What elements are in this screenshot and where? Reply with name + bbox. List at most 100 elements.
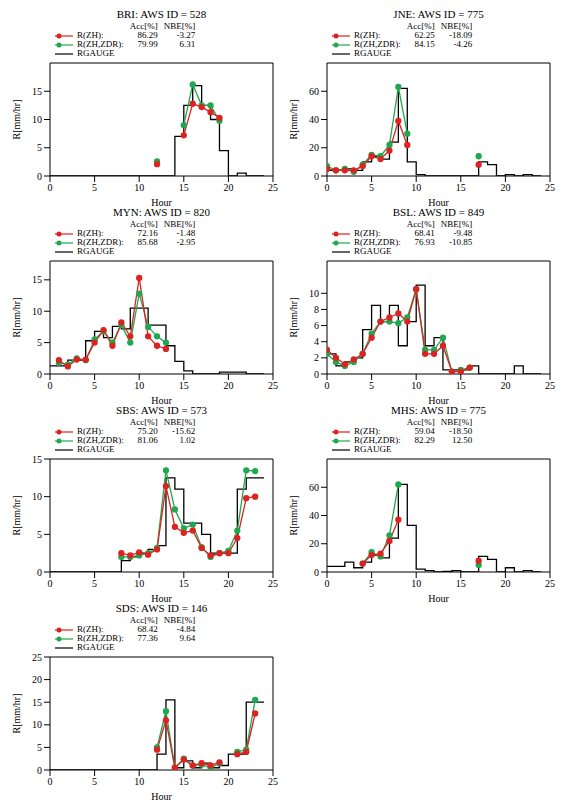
svg-text:5: 5 — [37, 142, 42, 153]
svg-text:10: 10 — [411, 578, 421, 589]
html-text:MYN: AWS ID = 820: MYN: AWS ID = 820 — [113, 206, 210, 218]
svg-text:25: 25 — [268, 578, 278, 589]
svg-text:20: 20 — [309, 142, 319, 153]
svg-text:10: 10 — [309, 288, 319, 299]
svg-text:0: 0 — [314, 369, 319, 380]
svg-text:10: 10 — [134, 182, 144, 193]
svg-text:20: 20 — [309, 538, 319, 549]
svg-text:0: 0 — [48, 380, 53, 391]
svg-text:15: 15 — [456, 182, 466, 193]
svg-text:20: 20 — [500, 380, 510, 391]
svg-text:R[mm/hr]: R[mm/hr] — [288, 100, 299, 140]
svg-text:20: 20 — [32, 674, 42, 685]
html-text:MHS: AWS ID = 775: MHS: AWS ID = 775 — [390, 404, 487, 416]
svg-text:Hour: Hour — [151, 791, 172, 800]
html-text:86.29: 86.29 — [137, 30, 158, 40]
svg-text:15: 15 — [179, 182, 189, 193]
svg-text:6: 6 — [314, 320, 319, 331]
svg-text:15: 15 — [32, 454, 42, 465]
svg-text:0: 0 — [48, 776, 53, 787]
html-text:SBS: AWS ID = 573: SBS: AWS ID = 573 — [116, 404, 207, 416]
svg-text:20: 20 — [223, 380, 233, 391]
svg-text:5: 5 — [369, 578, 374, 589]
svg-text:0: 0 — [37, 567, 42, 578]
svg-text:10: 10 — [32, 114, 42, 125]
svg-text:R[mm/hr]: R[mm/hr] — [288, 298, 299, 338]
svg-text:5: 5 — [37, 529, 42, 540]
svg-text:10: 10 — [32, 719, 42, 730]
svg-text:10: 10 — [134, 578, 144, 589]
svg-text:10: 10 — [411, 380, 421, 391]
svg-text:Hour: Hour — [151, 593, 172, 602]
svg-text:25: 25 — [268, 776, 278, 787]
svg-text:10: 10 — [32, 491, 42, 502]
html-text:SDS: AWS ID = 146: SDS: AWS ID = 146 — [115, 602, 208, 614]
svg-text:15: 15 — [456, 380, 466, 391]
svg-text:R[mm/hr]: R[mm/hr] — [11, 298, 22, 338]
svg-text:10: 10 — [411, 182, 421, 193]
svg-text:0: 0 — [48, 578, 53, 589]
svg-text:25: 25 — [32, 652, 42, 663]
html-text:BSL: AWS ID = 849: BSL: AWS ID = 849 — [392, 206, 485, 218]
svg-text:Hour: Hour — [428, 197, 449, 206]
svg-text:10: 10 — [134, 776, 144, 787]
svg-text:15: 15 — [32, 274, 42, 285]
svg-text:5: 5 — [369, 380, 374, 391]
svg-text:0: 0 — [325, 380, 330, 391]
svg-text:20: 20 — [223, 776, 233, 787]
svg-text:10: 10 — [134, 380, 144, 391]
svg-text:20: 20 — [223, 578, 233, 589]
svg-text:0: 0 — [325, 182, 330, 193]
svg-text:15: 15 — [179, 380, 189, 391]
svg-text:60: 60 — [309, 482, 319, 493]
svg-text:20: 20 — [500, 182, 510, 193]
svg-text:60: 60 — [309, 86, 319, 97]
svg-text:Hour: Hour — [151, 395, 172, 404]
svg-text:0: 0 — [37, 765, 42, 776]
svg-text:25: 25 — [545, 182, 555, 193]
svg-text:0: 0 — [314, 171, 319, 182]
svg-text:5: 5 — [92, 380, 97, 391]
svg-text:R[mm/hr]: R[mm/hr] — [288, 496, 299, 536]
svg-text:R[mm/hr]: R[mm/hr] — [11, 100, 22, 140]
svg-text:0: 0 — [37, 171, 42, 182]
svg-text:0: 0 — [314, 567, 319, 578]
svg-text:25: 25 — [545, 380, 555, 391]
html-text:Acc[%]: Acc[%] — [129, 21, 158, 31]
svg-text:20: 20 — [223, 182, 233, 193]
svg-text:8: 8 — [314, 304, 319, 315]
svg-text:5: 5 — [37, 337, 42, 348]
svg-text:40: 40 — [309, 510, 319, 521]
svg-text:25: 25 — [268, 182, 278, 193]
svg-text:15: 15 — [179, 776, 189, 787]
svg-text:Hour: Hour — [428, 593, 449, 602]
svg-text:Hour: Hour — [151, 197, 172, 206]
svg-text:0: 0 — [37, 369, 42, 380]
html-text:-3.27: -3.27 — [176, 30, 196, 40]
svg-text:0: 0 — [325, 578, 330, 589]
svg-text:25: 25 — [268, 380, 278, 391]
svg-text:4: 4 — [314, 336, 319, 347]
svg-text:R[mm/hr]: R[mm/hr] — [11, 496, 22, 536]
svg-text:5: 5 — [92, 776, 97, 787]
svg-text:R[mm/hr]: R[mm/hr] — [11, 694, 22, 734]
svg-text:15: 15 — [32, 86, 42, 97]
svg-text:40: 40 — [309, 114, 319, 125]
svg-text:15: 15 — [32, 697, 42, 708]
svg-text:20: 20 — [500, 578, 510, 589]
svg-text:25: 25 — [545, 578, 555, 589]
html-text:JNE: AWS ID = 775: JNE: AWS ID = 775 — [393, 8, 484, 20]
svg-text:5: 5 — [369, 182, 374, 193]
svg-text:0: 0 — [48, 182, 53, 193]
svg-text:15: 15 — [456, 578, 466, 589]
svg-text:2: 2 — [314, 352, 319, 363]
svg-text:5: 5 — [92, 182, 97, 193]
html-text:NBE[%]: NBE[%] — [163, 21, 196, 31]
svg-text:10: 10 — [32, 306, 42, 317]
html-text:R(ZH):: R(ZH): — [77, 30, 104, 40]
svg-text:15: 15 — [179, 578, 189, 589]
html-text:BRI: AWS ID = 528: BRI: AWS ID = 528 — [116, 8, 207, 20]
svg-text:5: 5 — [37, 742, 42, 753]
svg-text:5: 5 — [92, 578, 97, 589]
svg-text:Hour: Hour — [428, 395, 449, 404]
